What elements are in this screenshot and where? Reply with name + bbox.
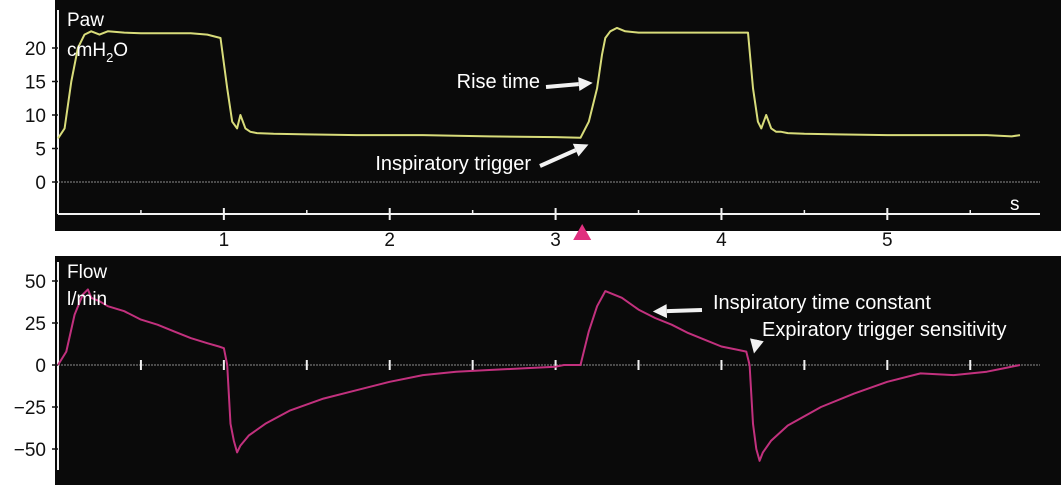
- annotation-inspiratory-time-constant: Inspiratory time constant: [713, 292, 931, 314]
- pressure-y-tick-label: 20: [25, 39, 46, 60]
- inspiratory-trigger-arrow-shaft: [539, 148, 577, 168]
- inspiratory-time-constant-arrow-shaft: [666, 308, 703, 314]
- expiratory-trigger-arrow-head: [750, 338, 764, 354]
- flow-label: Flow: [67, 262, 107, 283]
- pressure-unit-end: O: [113, 40, 128, 61]
- flow-panel-background: [55, 256, 1061, 485]
- pressure-y-tick-label: 10: [25, 106, 46, 127]
- rise-time-arrow-shaft: [545, 82, 579, 89]
- pressure-trace: [57, 26, 1021, 139]
- annotation-expiratory-trigger-sensitivity: Expiratory trigger sensitivity: [762, 319, 1007, 341]
- pressure-x-tick-label: 5: [882, 230, 893, 251]
- rise-time-arrow-head: [578, 77, 593, 92]
- flow-trace: [57, 288, 1021, 462]
- pressure-panel-background: [55, 0, 1061, 231]
- flow-y-tick-label: −50: [14, 440, 46, 461]
- x-axis-unit-label: s: [1010, 194, 1020, 215]
- flow-y-tick-label: 25: [25, 314, 46, 335]
- pressure-chart: 0 5 10 15 20 1 2 3 4 5 Rise time Inspiratory trigge…: [25, 10, 1040, 251]
- pressure-x-tick-label: 2: [384, 230, 395, 251]
- pressure-x-tick-label: 1: [219, 230, 230, 251]
- flow-unit-label: l/min: [67, 289, 107, 310]
- flow-chart: −50 −25 0 25 50 Inspiratory time constant Expi…: [14, 262, 1040, 470]
- inspiratory-time-constant-arrow: [652, 304, 703, 319]
- flow-y-tick-label: 50: [25, 272, 46, 293]
- expiratory-trigger-arrow: [750, 338, 764, 354]
- inspiratory-trigger-arrow: [539, 143, 589, 168]
- pressure-unit-subscript: 2: [106, 50, 113, 65]
- pressure-y-tick-label: 5: [35, 140, 46, 161]
- pressure-y-tick-label: 15: [25, 73, 46, 94]
- inspiratory-trigger-arrow-head: [572, 143, 589, 157]
- annotation-inspiratory-trigger: Inspiratory trigger: [375, 153, 531, 175]
- pressure-unit-label: cmH2O: [67, 40, 128, 65]
- annotation-rise-time: Rise time: [457, 71, 540, 93]
- pressure-unit-main: cmH: [67, 40, 106, 61]
- pressure-x-tick-label: 3: [550, 230, 561, 251]
- trigger-marker-icon: [573, 224, 592, 240]
- inspiratory-time-constant-arrow-head: [652, 304, 668, 319]
- rise-time-arrow: [545, 77, 593, 92]
- pressure-label: Paw: [67, 10, 104, 31]
- pressure-y-tick-label: 0: [35, 173, 46, 194]
- pressure-x-tick-label: 4: [716, 230, 727, 251]
- flow-y-tick-label: 0: [35, 356, 46, 377]
- flow-y-tick-label: −25: [14, 398, 46, 419]
